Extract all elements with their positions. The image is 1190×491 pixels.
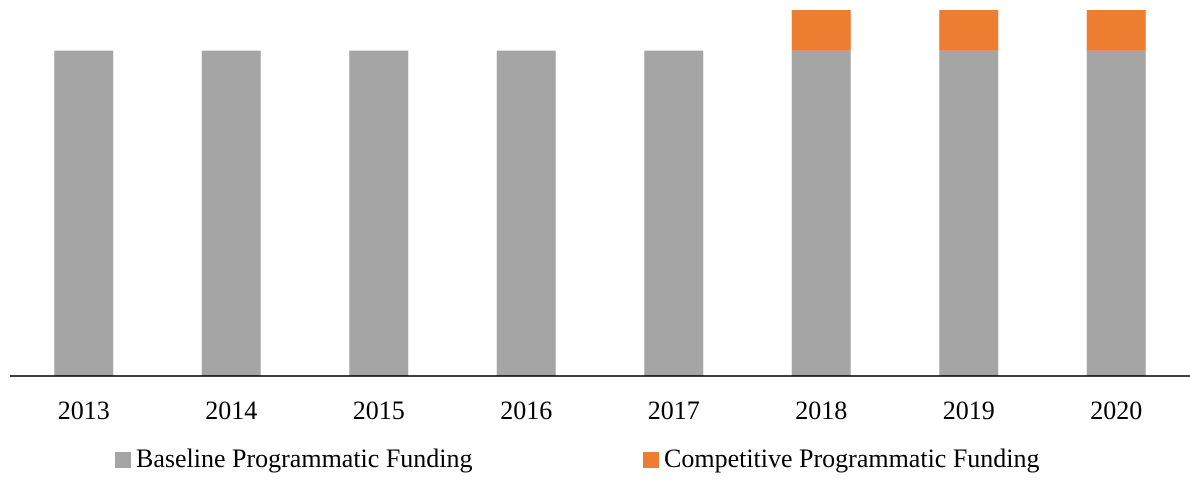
x-tick-label: 2017	[648, 396, 700, 425]
x-tick-label: 2019	[943, 396, 995, 425]
bar-segment	[1086, 10, 1146, 51]
x-tick-label: 2013	[58, 396, 110, 425]
bar-segment	[54, 50, 114, 377]
bar-segment	[791, 10, 851, 51]
x-tick-label: 2020	[1090, 396, 1142, 425]
bar-segment	[496, 50, 556, 377]
legend-label: Baseline Programmatic Funding	[136, 444, 473, 473]
x-tick-label: 2016	[500, 396, 552, 425]
x-tick-label: 2014	[205, 396, 257, 425]
legend-label: Competitive Programmatic Funding	[664, 444, 1040, 473]
bar-segment	[791, 50, 851, 377]
legend-swatch	[115, 452, 131, 468]
bar-segment	[201, 50, 261, 377]
x-tick-label: 2018	[795, 396, 847, 425]
bar-segment	[349, 50, 409, 377]
legend-swatch	[643, 452, 659, 468]
bar-segment	[644, 50, 704, 377]
bar-segment	[939, 10, 999, 51]
bar-segment	[1086, 50, 1146, 377]
bar-segment	[939, 50, 999, 377]
x-tick-label: 2015	[353, 396, 405, 425]
